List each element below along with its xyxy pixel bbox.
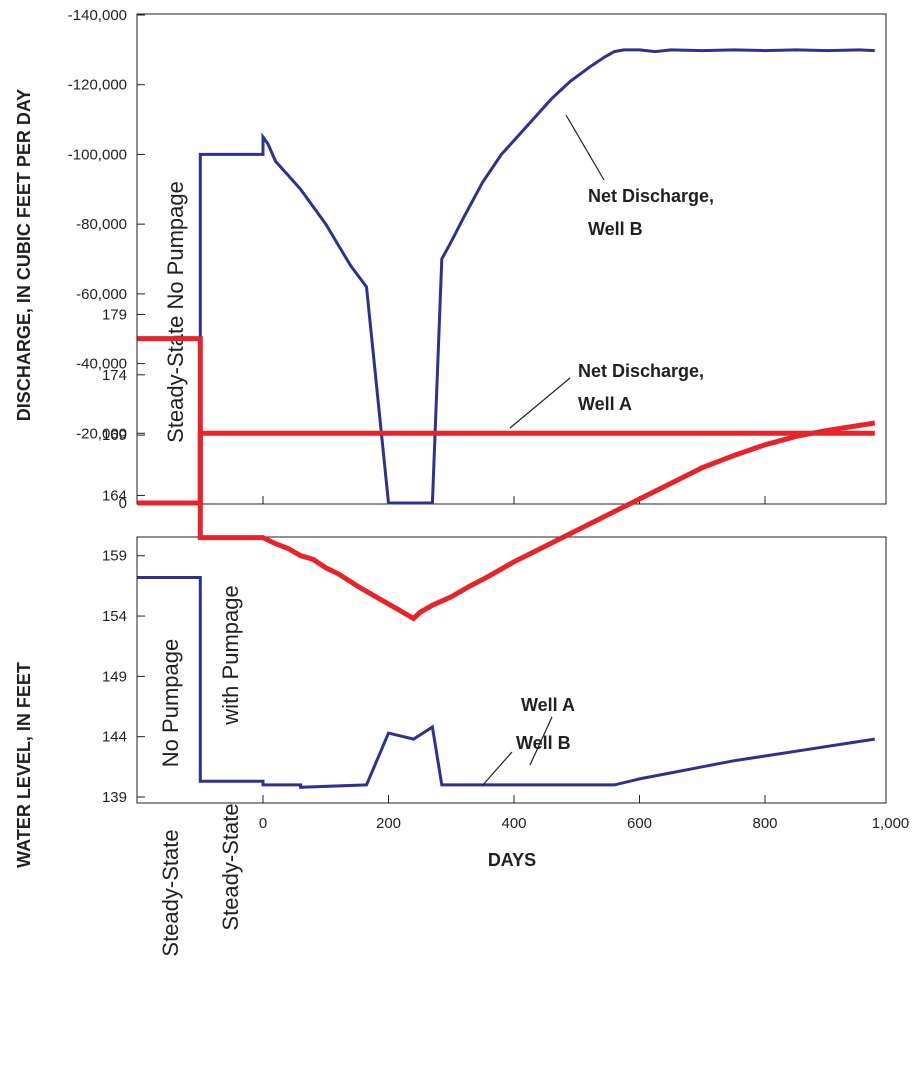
water-level-x-tick-label: 200 bbox=[376, 815, 401, 832]
discharge-y-tick-label: -80,000 bbox=[76, 216, 127, 233]
water-level-y-tick-label: 164 bbox=[102, 487, 127, 504]
steady-state-with-pumpage-line2: with Pumpage bbox=[218, 585, 243, 725]
discharge-y-tick-label: -120,000 bbox=[68, 77, 127, 94]
well-a-discharge-leader bbox=[509, 377, 571, 429]
discharge-y-tick-label: -60,000 bbox=[76, 286, 127, 303]
discharge-x-ticks bbox=[262, 496, 766, 504]
water-level-x-tick-label: 600 bbox=[627, 815, 652, 832]
well-b-label: Well B bbox=[516, 733, 571, 753]
well-a-discharge-label-line1: Net Discharge, bbox=[578, 361, 704, 381]
water-level-y-tick-label: 154 bbox=[102, 608, 127, 625]
well-a-discharge-label-line2: Well A bbox=[578, 394, 632, 414]
water-level-x-tick-label: 1,000 bbox=[872, 815, 910, 832]
discharge-steady-state-label: Steady-State No Pumpage bbox=[163, 181, 188, 443]
discharge-y-tick-label: -40,000 bbox=[76, 356, 127, 373]
well-a-label: Well A bbox=[521, 695, 575, 715]
water-level-y-ticks: 139 144 149 154 159 164 169 174 179 bbox=[102, 306, 145, 806]
water-level-y-tick-label: 144 bbox=[102, 729, 127, 746]
discharge-y-ticks: 0 -20,000 -40,000 -60,000 -80,000 -100,000 -12… bbox=[68, 7, 145, 512]
discharge-y-axis-title: DISCHARGE, IN CUBIC FEET PER DAY bbox=[14, 89, 34, 421]
well-b-discharge-label-line1: Net Discharge, bbox=[588, 186, 714, 206]
water-level-y-tick-label: 179 bbox=[102, 306, 127, 323]
water-level-series bbox=[137, 336, 876, 789]
discharge-panel: 0 -20,000 -40,000 -60,000 -80,000 -100,000 -12… bbox=[14, 7, 887, 512]
well-b-leader bbox=[481, 751, 513, 787]
water-level-line-well-a bbox=[137, 336, 876, 622]
well-b-discharge-label-line2: Well B bbox=[588, 219, 643, 239]
discharge-y-tick-label: 0 bbox=[119, 495, 127, 512]
water-level-y-tick-label: 139 bbox=[102, 789, 127, 806]
water-level-y-tick-label: 174 bbox=[102, 367, 127, 384]
steady-state-with-pumpage-line1: Steady-State bbox=[218, 803, 243, 930]
steady-state-no-pumpage-line2: No Pumpage bbox=[158, 639, 183, 767]
water-level-y-tick-label: 149 bbox=[102, 668, 127, 685]
discharge-line-well-b bbox=[198, 48, 875, 505]
days-x-axis-title: DAYS bbox=[488, 850, 536, 870]
water-level-line-well-b bbox=[137, 576, 876, 789]
water-level-panel: 139 144 149 154 159 164 169 174 179 0 200 400 600 80… bbox=[14, 306, 909, 956]
well-a-leader bbox=[529, 716, 553, 766]
discharge-y-tick-label: -100,000 bbox=[68, 146, 127, 163]
water-level-x-ticks: 0 200 400 600 800 1,000 bbox=[259, 795, 909, 832]
water-level-x-tick-label: 800 bbox=[752, 815, 777, 832]
water-level-y-axis-title: WATER LEVEL, IN FEET bbox=[14, 662, 34, 868]
discharge-y-tick-label: -140,000 bbox=[68, 7, 127, 24]
discharge-plot-frame bbox=[136, 13, 887, 505]
discharge-series bbox=[137, 48, 875, 506]
water-level-x-tick-label: 400 bbox=[501, 815, 526, 832]
water-level-x-tick-label: 0 bbox=[259, 815, 267, 832]
water-level-y-tick-label: 169 bbox=[102, 427, 127, 444]
well-b-discharge-leader bbox=[565, 114, 605, 181]
water-level-y-tick-label: 159 bbox=[102, 548, 127, 565]
steady-state-no-pumpage-line1: Steady-State bbox=[158, 829, 183, 956]
water-level-plot-frame bbox=[136, 536, 887, 804]
discharge-y-tick-label: -20,000 bbox=[76, 425, 127, 442]
